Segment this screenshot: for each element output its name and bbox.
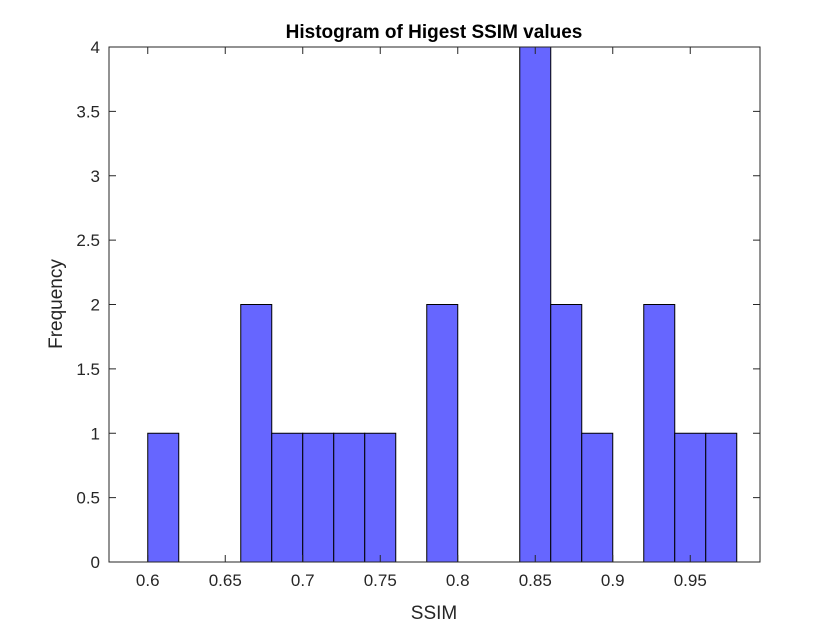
histogram-bar <box>519 46 552 563</box>
y-tick-label: 0 <box>91 553 100 572</box>
histogram-bar <box>302 432 335 563</box>
y-tick-label: 1.5 <box>76 360 100 379</box>
y-tick-label: 4 <box>91 38 100 57</box>
y-tick-label: 2 <box>91 296 100 315</box>
axes-box <box>108 46 761 563</box>
x-tick-label: 0.85 <box>519 571 552 590</box>
chart-title: Histogram of Higest SSIM values <box>286 22 583 43</box>
histogram-bar <box>705 432 738 563</box>
x-axis-ticks: 0.6 0.65 0.7 0.75 0.8 0.85 0.9 0.95 <box>136 47 707 590</box>
histogram-bar <box>674 432 707 563</box>
x-tick-label: 0.65 <box>209 571 242 590</box>
y-tick-label: 2.5 <box>76 231 100 250</box>
x-axis-label: SSIM <box>411 603 457 624</box>
plot-area: 0.6 0.65 0.7 0.75 0.8 0.85 0.9 0.95 0 0.5 1 1.5 2 2.… <box>76 38 761 590</box>
histogram-bar <box>147 432 180 563</box>
histogram-bar <box>240 304 273 563</box>
histogram-bar <box>426 304 459 563</box>
x-tick-label: 0.95 <box>674 571 707 590</box>
histogram-bar <box>364 432 397 563</box>
x-tick-label: 0.9 <box>601 571 625 590</box>
y-tick-label: 0.5 <box>76 489 100 508</box>
x-tick-label: 0.75 <box>364 571 397 590</box>
y-axis-label: Frequency <box>46 259 67 349</box>
x-tick-label: 0.7 <box>291 571 315 590</box>
histogram-bar <box>550 304 583 563</box>
histogram-bar <box>333 432 366 563</box>
x-tick-label: 0.6 <box>136 571 160 590</box>
histogram-bars <box>147 46 738 563</box>
y-axis-ticks: 0 0.5 1 1.5 2 2.5 3 3.5 4 <box>76 38 760 572</box>
y-tick-label: 3 <box>91 167 100 186</box>
x-tick-label: 0.8 <box>446 571 470 590</box>
histogram-bar <box>581 432 614 563</box>
y-tick-label: 1 <box>91 424 100 443</box>
histogram-bar <box>271 432 304 563</box>
y-tick-label: 3.5 <box>76 102 100 121</box>
histogram-bar <box>643 304 676 563</box>
